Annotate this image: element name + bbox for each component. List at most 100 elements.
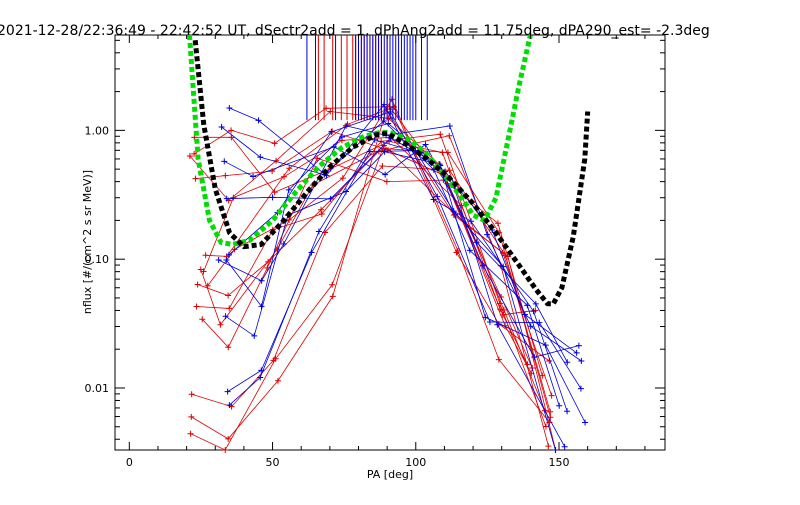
scan-point-13-0 [199, 316, 206, 323]
scan-point-12-2 [269, 168, 276, 175]
scan-point-9-1 [226, 305, 233, 312]
scan-point-1-3 [318, 206, 325, 213]
scan-point-23-3 [380, 118, 387, 125]
scan-point-16-7 [552, 447, 559, 453]
scan-point-19-0 [221, 158, 228, 165]
scan-point-21-0 [225, 251, 232, 258]
scan-point-14-2 [285, 186, 292, 193]
scan-point-15-5 [468, 218, 475, 225]
scan-line-23 [221, 120, 560, 406]
scan-point-23-7 [556, 402, 563, 409]
scan-point-11-1 [230, 194, 237, 201]
scan-point-22-7 [531, 354, 538, 361]
scan-point-0-0 [191, 150, 198, 157]
scan-point-23-5 [466, 247, 473, 254]
y-tick-label-1: 0.10 [85, 253, 110, 266]
scan-point-19-2 [330, 143, 337, 150]
scan-point-2-0 [188, 413, 195, 420]
fit-curves [187, 34, 591, 307]
fit-curve-0 [187, 34, 533, 247]
scan-point-14-8 [573, 349, 580, 356]
scan-point-11-2 [281, 173, 288, 180]
scan-line-19 [224, 143, 568, 363]
scan-line-0 [193, 106, 532, 374]
scan-point-10-0 [187, 430, 194, 437]
scan-point-6-0 [188, 391, 195, 398]
scan-line-13 [202, 157, 543, 376]
scan-point-19-1 [250, 173, 257, 180]
scan-point-15-7 [564, 408, 571, 415]
scan-point-2-3 [329, 293, 336, 300]
scan-point-19-7 [564, 359, 571, 366]
scan-point-1-5 [446, 132, 453, 139]
scan-point-21-4 [434, 193, 441, 200]
scan-line-11 [203, 136, 546, 411]
scan-point-20-0 [226, 402, 233, 409]
scan-point-5-1 [217, 321, 224, 328]
scan-point-7-0 [202, 252, 209, 259]
scan-point-1-7 [545, 443, 552, 450]
red-blue-scan-lines [186, 96, 589, 453]
scan-point-12-1 [222, 172, 229, 179]
scan-point-8-1 [228, 134, 235, 141]
scan-line-8 [194, 136, 528, 365]
scan-point-8-5 [439, 149, 446, 156]
scan-point-0-1 [228, 127, 235, 134]
scan-point-20-7 [561, 443, 568, 450]
y-tick-label-0: 0.01 [85, 382, 110, 395]
scan-point-13-3 [314, 155, 321, 162]
scan-point-11-0 [200, 268, 207, 275]
scan-line-20 [229, 139, 566, 447]
scan-point-18-8 [578, 357, 585, 364]
scan-point-18-2 [280, 240, 287, 247]
scan-point-21-7 [577, 385, 584, 392]
chart-title: 2021-12-28/22:36:49 - 22:42:52 UT, dSect… [0, 23, 710, 39]
scan-point-20-1 [257, 374, 264, 381]
scan-point-13-6 [494, 220, 501, 227]
scan-point-2-2 [274, 377, 281, 384]
scan-point-6-7 [547, 408, 554, 415]
x-tick-label-3: 150 [549, 456, 570, 469]
scan-point-13-1 [225, 344, 232, 351]
scan-point-15-1 [255, 117, 262, 124]
vertical-markers [306, 35, 428, 121]
scan-line-21 [228, 111, 582, 389]
scan-point-16-0 [224, 388, 231, 395]
scan-point-23-1 [257, 154, 264, 161]
scan-point-11-6 [500, 306, 507, 313]
scan-point-14-0 [223, 257, 230, 264]
x-tick-label-0: 0 [126, 456, 133, 469]
scan-point-3-6 [495, 356, 502, 363]
scan-point-15-0 [226, 104, 233, 111]
scan-point-4-6 [498, 293, 505, 300]
scan-point-17-6 [542, 342, 549, 349]
scan-point-23-0 [218, 124, 225, 131]
scan-point-12-0 [192, 175, 199, 182]
scan-point-13-7 [539, 372, 546, 379]
scan-point-19-5 [473, 239, 480, 246]
scan-line-2 [191, 108, 556, 451]
scan-point-20-3 [371, 136, 378, 143]
scan-point-18-5 [446, 122, 453, 129]
scan-point-7-2 [286, 165, 293, 172]
scan-point-22-0 [222, 313, 229, 320]
scan-point-19-6 [532, 300, 539, 307]
scan-point-7-5 [453, 249, 460, 256]
scan-point-20-6 [494, 321, 501, 328]
scan-point-8-7 [524, 361, 531, 368]
scan-line-4 [189, 111, 533, 369]
scan-point-6-4 [379, 162, 386, 169]
scan-point-12-6 [499, 311, 506, 318]
x-axis: 0 50 100 150 [126, 35, 646, 469]
scan-point-13-4 [383, 178, 390, 185]
scan-point-15-4 [430, 196, 437, 203]
fit-curve-1 [192, 40, 591, 307]
scan-line-15 [229, 103, 568, 412]
scan-point-8-2 [271, 189, 278, 196]
scan-point-17-5 [482, 314, 489, 321]
scan-point-19-3 [382, 171, 389, 178]
scan-point-2-1 [225, 435, 232, 442]
scan-point-17-0 [223, 195, 230, 202]
y-tick-label-2: 1.00 [85, 124, 110, 137]
